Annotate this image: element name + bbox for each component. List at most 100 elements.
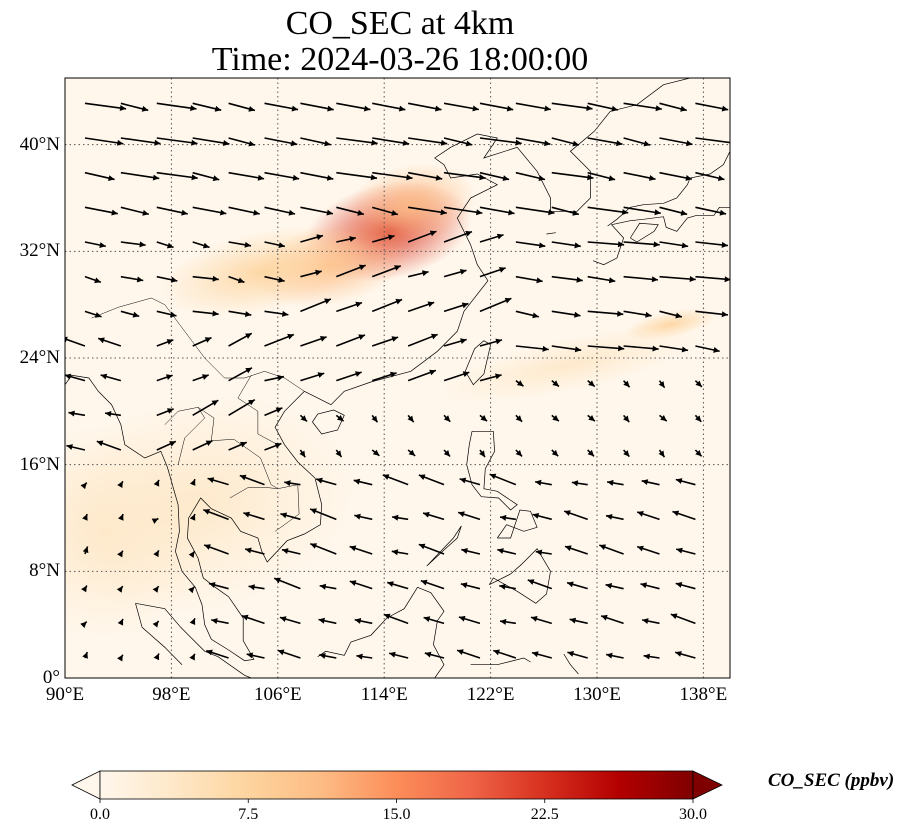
wind-arrow-head xyxy=(82,652,88,659)
wind-arrow xyxy=(659,137,693,147)
wind-arrow-head xyxy=(542,345,549,352)
wind-arrow xyxy=(120,275,144,283)
wind-arrow-head xyxy=(212,310,219,317)
wind-arrow xyxy=(228,171,265,181)
lon-tick-label: 130°E xyxy=(573,684,621,705)
wind-arrow xyxy=(641,479,660,486)
wind-arrow xyxy=(354,513,373,521)
wind-arrow-head xyxy=(202,374,209,380)
coastline xyxy=(563,653,579,675)
wind-arrow xyxy=(152,620,160,628)
wind-arrow xyxy=(515,345,549,352)
wind-arrow-head xyxy=(139,241,146,248)
wind-arrow-head xyxy=(167,408,174,414)
wind-arrow xyxy=(192,171,220,182)
wind-arrow xyxy=(587,345,625,352)
wind-arrow xyxy=(643,653,660,660)
wind-arrow xyxy=(459,477,481,486)
wind-arrow xyxy=(479,449,486,458)
wind-arrow-head xyxy=(245,367,252,374)
lat-tick-label: 8°N xyxy=(29,560,60,582)
wind-arrow xyxy=(192,374,209,382)
wind-arrow xyxy=(658,449,666,458)
wind-arrow-head xyxy=(188,551,195,558)
wind-arrow-head xyxy=(695,380,702,387)
wind-arrow-head xyxy=(535,479,542,486)
wind-arrow-head xyxy=(395,298,403,305)
wind-arrow xyxy=(264,310,289,317)
wind-arrow-head xyxy=(652,345,659,352)
wind-arrow xyxy=(515,137,551,147)
coastline xyxy=(65,374,323,662)
wind-arrow-head xyxy=(212,175,220,182)
wind-arrow-head xyxy=(204,544,211,550)
wind-arrow xyxy=(407,333,438,347)
wind-arrow xyxy=(636,511,660,521)
wind-arrow-head xyxy=(66,444,73,450)
wind-arrow xyxy=(443,230,473,243)
wind-arrow-head xyxy=(567,651,574,657)
wind-arrow-head xyxy=(188,586,195,594)
coastline xyxy=(312,409,345,435)
wind-arrow-shaft xyxy=(120,171,160,180)
wind-arrow xyxy=(623,137,651,147)
wind-arrow-head xyxy=(326,175,334,181)
wind-arrow xyxy=(372,206,399,216)
wind-arrow-head xyxy=(288,209,296,216)
wind-arrow xyxy=(371,414,379,423)
wind-arrow-shaft xyxy=(156,171,198,179)
wind-arrow-head xyxy=(651,276,658,283)
wind-arrow xyxy=(228,275,245,284)
wind-arrow xyxy=(264,171,300,181)
wind-arrow xyxy=(659,275,696,282)
figure-title: CO_SEC at 4km xyxy=(285,5,515,42)
wind-arrow xyxy=(203,508,229,521)
wind-arrow xyxy=(675,651,696,659)
wind-arrow-head xyxy=(431,333,438,340)
wind-arrow-head xyxy=(599,544,606,550)
colorbar-tick-label: 22.5 xyxy=(530,806,559,823)
wind-arrow xyxy=(189,617,196,625)
wind-arrow-head xyxy=(606,652,613,659)
wind-arrow-head xyxy=(423,616,431,622)
wind-arrow-head xyxy=(191,174,198,181)
wind-arrow-head xyxy=(81,585,87,593)
wind-arrow xyxy=(457,511,481,521)
wind-arrow xyxy=(284,480,301,487)
wind-arrow xyxy=(515,310,540,319)
lat-tick-label: 40°N xyxy=(19,133,60,155)
wind-arrow-head xyxy=(80,621,87,628)
wind-arrow-head xyxy=(502,175,510,181)
wind-arrow-head xyxy=(246,652,254,659)
wind-arrow-head xyxy=(363,105,371,112)
wind-arrow xyxy=(534,479,552,486)
wind-arrow xyxy=(96,440,122,451)
wind-arrow-head xyxy=(170,276,178,283)
wind-arrow-head xyxy=(458,615,466,622)
wind-arrow-head xyxy=(717,175,725,181)
wind-arrow-head xyxy=(686,140,693,147)
wind-arrow-head xyxy=(721,241,728,248)
wind-arrow xyxy=(623,241,660,248)
wind-arrow xyxy=(192,137,230,146)
wind-arrow-head xyxy=(601,614,608,621)
wind-arrow-head xyxy=(166,374,173,380)
wind-arrow-head xyxy=(508,209,515,216)
colorbar-bar xyxy=(99,770,694,800)
wind-arrow xyxy=(356,653,373,660)
wind-arrow-head xyxy=(108,175,115,181)
wind-arrow-head xyxy=(606,514,613,520)
wind-arrow xyxy=(623,345,659,352)
wind-arrow-head xyxy=(576,276,583,283)
wind-arrow xyxy=(675,478,696,486)
wind-arrow-head xyxy=(237,277,245,284)
wind-arrow-head xyxy=(240,441,247,448)
colorbar-extend-low xyxy=(71,770,101,800)
wind-arrow xyxy=(551,102,593,111)
co-field xyxy=(65,163,718,638)
wind-arrow-head xyxy=(623,415,630,423)
wind-arrow-head xyxy=(257,174,265,181)
wind-arrow xyxy=(659,414,668,422)
wind-arrow xyxy=(228,441,248,451)
wind-arrow xyxy=(84,137,124,146)
